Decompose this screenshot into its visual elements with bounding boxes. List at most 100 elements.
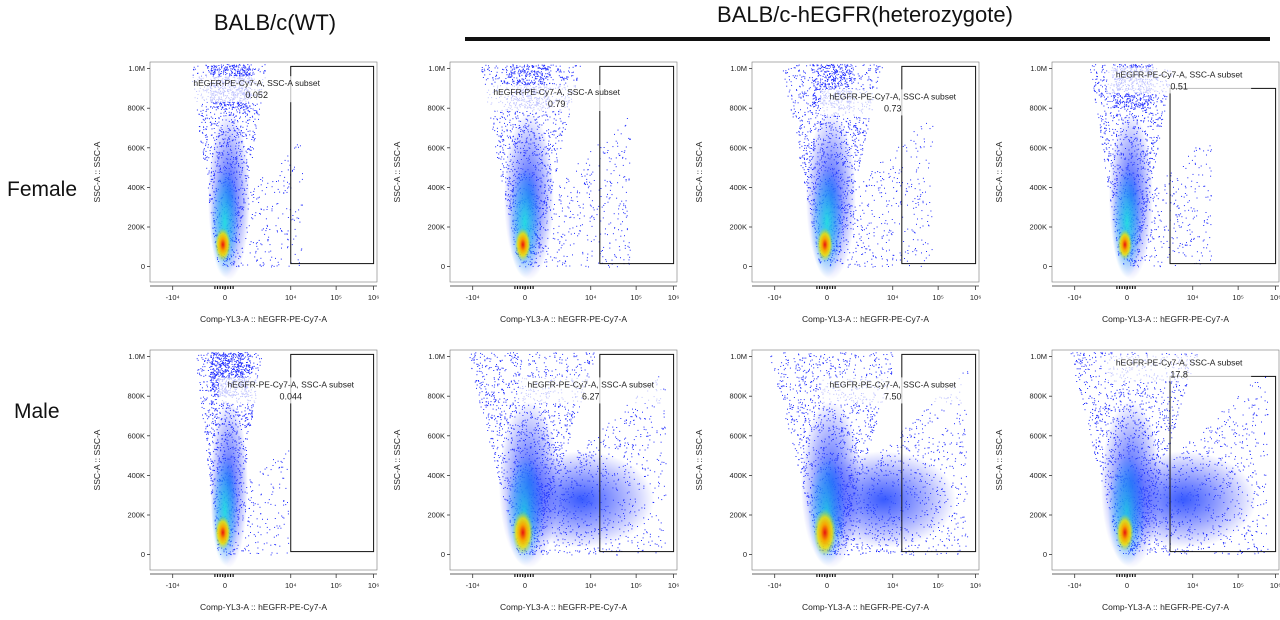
event-dot [496, 71, 498, 73]
event-dot [545, 119, 547, 121]
event-dot [512, 64, 514, 66]
event-dot [493, 122, 495, 124]
event-dot [248, 66, 250, 68]
event-dot [586, 257, 588, 259]
event-dot [256, 245, 258, 247]
event-dot [252, 218, 254, 220]
event-dot [225, 108, 227, 110]
event-dot [544, 65, 546, 66]
event-dot [516, 65, 518, 67]
event-dot [864, 138, 866, 140]
event-dot [537, 75, 539, 77]
event-dot [487, 68, 489, 70]
event-dot [886, 200, 887, 202]
event-dot [839, 71, 841, 73]
event-dot [283, 185, 285, 187]
event-dot [877, 76, 879, 78]
event-dot [249, 244, 251, 245]
event-dot [199, 126, 201, 128]
event-dot [255, 243, 257, 245]
event-dot [499, 121, 501, 123]
event-dot [868, 232, 870, 234]
event-dot [574, 65, 576, 67]
event-dot [846, 86, 848, 88]
event-dot [892, 180, 893, 182]
event-dot [793, 108, 795, 110]
event-dot [202, 71, 204, 73]
event-dot [226, 66, 228, 68]
event-dot [205, 143, 207, 145]
event-dot [541, 75, 543, 77]
event-dot [508, 76, 510, 78]
event-dot [815, 112, 817, 114]
event-dot [245, 116, 246, 118]
event-dot [215, 118, 216, 119]
event-dot [494, 67, 496, 69]
event-dot [199, 130, 201, 132]
event-dot [284, 233, 286, 235]
event-dot [299, 145, 301, 147]
event-dot [249, 134, 251, 136]
event-dot [557, 232, 559, 234]
event-dot [620, 257, 621, 259]
event-dot [549, 116, 551, 118]
event-dot [608, 157, 610, 159]
event-dot [620, 223, 622, 225]
event-dot [552, 83, 554, 85]
event-dot [799, 134, 801, 136]
event-dot [271, 264, 273, 266]
y-tick-label: 600K [427, 143, 445, 152]
event-dot [490, 117, 492, 119]
event-dot [517, 111, 518, 113]
gate-name: hEGFR-PE-Cy7-A, SSC-A subset [193, 78, 320, 88]
event-dot [254, 215, 256, 217]
event-dot [900, 203, 902, 205]
event-dot [800, 109, 801, 111]
event-dot [548, 143, 549, 145]
event-dot [250, 241, 252, 243]
event-dot [509, 135, 511, 137]
event-dot [239, 70, 241, 72]
event-dot [252, 201, 254, 203]
event-dot [814, 106, 816, 107]
event-dot [804, 172, 806, 173]
event-dot [546, 261, 548, 263]
event-dot [537, 66, 539, 68]
event-dot [508, 73, 510, 75]
y-tick-label: 400K [427, 183, 445, 192]
event-dot [258, 202, 260, 203]
event-dot [620, 235, 622, 237]
event-dot [236, 102, 238, 104]
y-axis-label: SSC-A :: SSC-A [392, 141, 402, 202]
event-dot [531, 80, 532, 82]
event-dot [288, 183, 290, 185]
event-dot [502, 176, 504, 177]
event-dot [237, 65, 239, 67]
event-dot [301, 204, 303, 206]
event-dot [904, 258, 905, 259]
event-dot [530, 72, 531, 74]
event-dot [247, 107, 249, 109]
event-dot [282, 213, 284, 215]
event-dot [623, 203, 625, 205]
event-dot [540, 82, 542, 84]
event-dot [626, 228, 628, 230]
event-dot [218, 118, 220, 120]
event-dot [555, 170, 557, 172]
event-dot [801, 156, 803, 158]
event-dot [811, 68, 813, 70]
event-dot [815, 110, 817, 112]
event-dot [206, 139, 208, 140]
event-dot [503, 80, 505, 82]
event-dot [511, 69, 513, 71]
event-dot [224, 108, 226, 110]
event-dot [591, 255, 593, 257]
event-dot [625, 207, 627, 209]
event-dot [233, 74, 235, 76]
event-dot [566, 76, 568, 78]
event-dot [226, 67, 228, 69]
event-dot [244, 106, 246, 108]
event-dot [210, 112, 212, 114]
event-dot [618, 205, 620, 207]
event-dot [546, 76, 548, 78]
